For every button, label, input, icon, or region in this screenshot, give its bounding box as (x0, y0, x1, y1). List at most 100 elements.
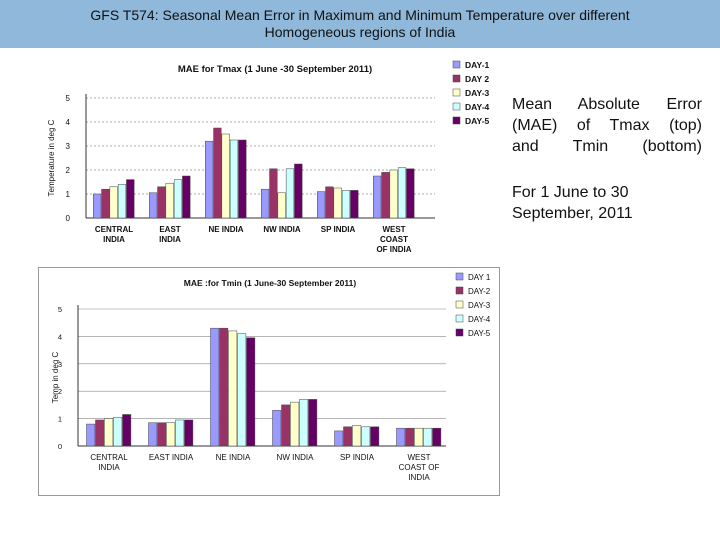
legend-swatch (455, 272, 464, 281)
y-tick-label: 4 (66, 118, 71, 127)
bar (361, 426, 371, 447)
bar (219, 327, 229, 447)
y-tick-label: 5 (66, 94, 71, 103)
category-label: COAST OF (399, 463, 440, 472)
bar (175, 419, 185, 447)
bar (221, 133, 230, 219)
chart-title: MAE for Tmax (1 June -30 September 2011) (178, 64, 372, 75)
category-label: INDIA (98, 463, 120, 472)
bar (238, 139, 247, 219)
bar (237, 333, 247, 447)
bar (341, 190, 351, 219)
legend-swatch (452, 74, 461, 83)
category-label: OF INDIA (376, 245, 411, 254)
category-label: EAST INDIA (149, 453, 194, 462)
category-label: SP INDIA (321, 225, 356, 234)
slide-title-line-2: Homogeneous regions of India (264, 24, 456, 40)
bar (184, 419, 194, 447)
bar (373, 175, 382, 219)
bar (122, 414, 132, 447)
bar (166, 422, 176, 447)
bar (229, 139, 239, 219)
period-line: For 1 June to 30 (512, 184, 629, 201)
legend-swatch (452, 102, 461, 111)
bar (157, 186, 166, 219)
legend-swatch (455, 314, 464, 323)
legend-swatch (455, 286, 464, 295)
bar (126, 179, 135, 219)
category-label: NW INDIA (263, 225, 301, 234)
bar (95, 419, 105, 447)
category-label: CENTRAL (95, 225, 133, 234)
bar (370, 426, 380, 447)
bar (281, 404, 291, 447)
legend-label: DAY 2 (465, 74, 489, 84)
bar (93, 193, 102, 219)
category-label: NW INDIA (277, 453, 315, 462)
y-tick-label: 0 (66, 214, 71, 223)
bar (86, 423, 96, 447)
tmin-mae-chart: MAE :for Tmin (1 June-30 September 2011)… (38, 267, 500, 496)
legend-label: DAY-4 (468, 315, 491, 324)
bar (149, 192, 158, 219)
bar (272, 410, 282, 447)
bar (334, 430, 344, 447)
bar (290, 401, 300, 447)
description-line: (MAE) of Tmax (top) (512, 117, 702, 134)
bar (104, 418, 114, 447)
bar (246, 337, 256, 447)
y-tick-label: 1 (58, 415, 62, 424)
bar (352, 425, 362, 447)
description-line: Mean Absolute Error (512, 96, 702, 113)
legend-label: DAY-5 (468, 329, 491, 338)
legend-label: DAY-1 (465, 60, 490, 70)
bar (405, 427, 415, 447)
category-label: INDIA (159, 235, 181, 244)
bar (333, 187, 342, 219)
tmax-chart-svg: MAE for Tmax (1 June -30 September 2011)… (47, 60, 490, 254)
bar (148, 422, 158, 447)
chart-title: MAE :for Tmin (1 June-30 September 2011) (184, 278, 357, 288)
bar (317, 191, 326, 219)
legend-swatch (455, 300, 464, 309)
category-label: CENTRAL (90, 453, 128, 462)
y-tick-label: 3 (66, 142, 71, 151)
y-axis-label: Temperature in deg C (47, 119, 56, 196)
bar (406, 168, 415, 219)
bar (423, 427, 433, 447)
category-label: COAST (380, 235, 408, 244)
bar (397, 167, 407, 219)
bar (299, 399, 309, 447)
tmax-mae-chart: MAE for Tmax (1 June -30 September 2011)… (40, 52, 500, 262)
legend-label: DAY-2 (468, 287, 491, 296)
y-tick-label: 4 (58, 332, 62, 341)
legend-swatch (455, 328, 464, 337)
category-label: INDIA (103, 235, 125, 244)
y-tick-label: 2 (58, 387, 62, 396)
bar (269, 168, 278, 219)
period-line: September, 2011 (512, 205, 633, 222)
bar (173, 179, 183, 219)
bar (285, 168, 295, 219)
period-description: For 1 June to 30 September, 2011 (512, 182, 702, 224)
bar (228, 330, 238, 447)
y-tick-label: 2 (66, 166, 71, 175)
bar (325, 186, 334, 219)
bar (277, 192, 286, 219)
legend-swatch (452, 116, 461, 125)
slide-title-line-1: GFS T574: Seasonal Mean Error in Maximum… (90, 7, 630, 23)
bar (165, 182, 174, 219)
bar (414, 427, 424, 447)
slide-header: GFS T574: Seasonal Mean Error in Maximum… (0, 0, 720, 48)
category-label: NE INDIA (216, 453, 251, 462)
category-label: EAST (159, 225, 180, 234)
legend-label: DAY-5 (465, 116, 490, 126)
bar (213, 127, 222, 219)
bar (261, 188, 270, 219)
bar (205, 140, 214, 219)
y-tick-label: 5 (58, 305, 62, 314)
category-label: SP INDIA (340, 453, 375, 462)
bar (432, 427, 442, 447)
category-label: WEST (407, 453, 430, 462)
bar (117, 184, 127, 219)
